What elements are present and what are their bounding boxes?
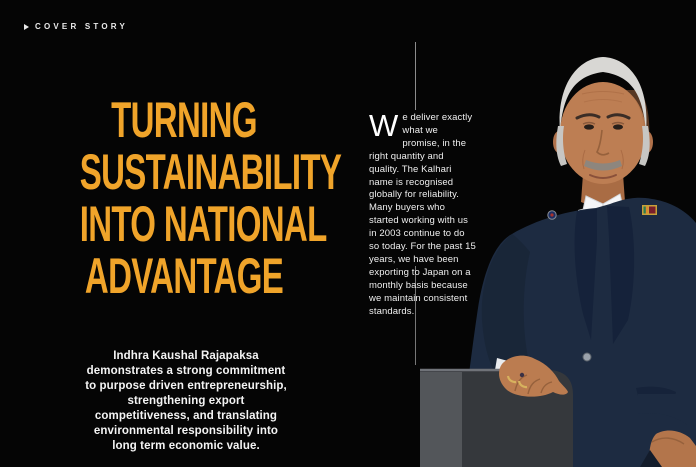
gold-ring: [506, 375, 517, 384]
executive-portrait-photo: [420, 57, 696, 467]
triangle-right-icon: [24, 23, 29, 30]
drop-cap: W: [369, 108, 399, 143]
mustache: [584, 160, 622, 171]
sri-lanka-flag-pin: [642, 205, 657, 215]
face: [553, 57, 653, 184]
headline-line: INTO NATIONAL: [79, 196, 328, 252]
suit-sleeve: [481, 234, 536, 386]
hand-in-pocket: [638, 394, 696, 467]
round-lapel-pin: [547, 210, 557, 220]
headline-line: ADVANTAGE: [84, 248, 284, 304]
headline-line: TURNING: [111, 92, 257, 148]
gold-ring: [517, 380, 528, 389]
hand-on-chair: [499, 355, 568, 397]
headline: TURNING SUSTAINABILITY INTO NATIONAL ADV…: [26, 94, 342, 302]
pull-quote-body: e deliver exactly what we promise, in th…: [369, 112, 476, 317]
kicker-label: COVER STORY: [35, 22, 128, 31]
kicker: COVER STORY: [24, 22, 128, 31]
divider-rule-top: [415, 42, 416, 110]
ring-stone: [519, 372, 525, 378]
standfirst: Indhra Kaushal Rajapaksa demonstrates a …: [85, 350, 287, 452]
headline-line: SUSTAINABILITY: [79, 144, 342, 200]
hair: [559, 57, 647, 132]
jacket-button: [582, 352, 592, 362]
divider-rule-bottom: [415, 266, 416, 365]
